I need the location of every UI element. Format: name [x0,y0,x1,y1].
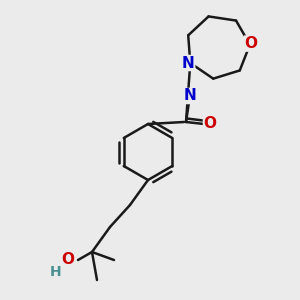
Text: N: N [184,88,196,104]
Text: N: N [182,56,195,70]
Text: O: O [244,36,257,51]
Text: H: H [50,265,62,279]
Text: O: O [203,116,217,130]
Text: O: O [61,253,74,268]
